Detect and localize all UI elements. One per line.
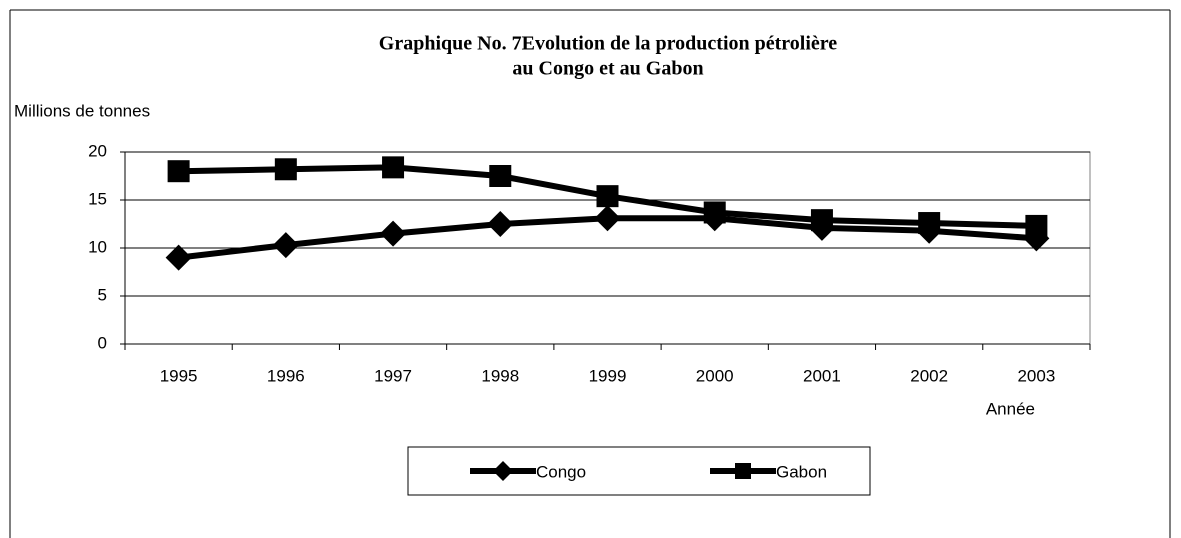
x-tick-label: 2000	[696, 366, 734, 385]
marker	[735, 463, 751, 479]
x-tick-label: 2002	[910, 366, 948, 385]
x-tick-label: 1999	[589, 366, 627, 385]
marker	[165, 244, 192, 271]
marker	[272, 232, 299, 259]
marker	[1025, 214, 1048, 237]
marker	[489, 165, 512, 187]
chart-title: Graphique No. 7Evolution de la productio…	[379, 33, 838, 55]
y-axis-label: Millions de tonnes	[14, 101, 150, 120]
x-tick-label: 2001	[803, 366, 841, 385]
chart-title: au Congo et au Gabon	[512, 58, 703, 80]
marker	[382, 156, 405, 179]
y-tick-label: 0	[98, 333, 107, 352]
y-tick-label: 20	[88, 141, 107, 160]
y-tick-label: 10	[88, 237, 107, 256]
x-tick-label: 1995	[160, 366, 198, 385]
x-tick-label: 2003	[1017, 366, 1055, 385]
legend-label: Congo	[536, 462, 586, 481]
legend-label: Gabon	[776, 462, 827, 481]
marker	[596, 185, 619, 208]
marker	[703, 201, 726, 224]
marker	[918, 212, 941, 235]
y-tick-label: 5	[98, 285, 107, 304]
marker	[274, 158, 297, 181]
marker	[167, 160, 190, 183]
marker	[810, 209, 833, 232]
marker	[380, 220, 407, 247]
marker	[487, 211, 514, 237]
marker	[493, 461, 513, 481]
x-axis-label: Année	[986, 399, 1035, 418]
x-tick-label: 1997	[374, 366, 412, 385]
marker	[594, 205, 621, 232]
x-tick-label: 1996	[267, 366, 305, 385]
x-tick-label: 1998	[481, 366, 519, 385]
y-tick-label: 15	[88, 189, 107, 208]
